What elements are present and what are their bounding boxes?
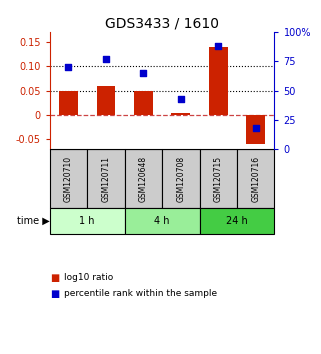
FancyBboxPatch shape [50,149,87,208]
Text: ■: ■ [50,273,59,283]
FancyBboxPatch shape [200,208,274,234]
Point [103,56,108,62]
Bar [97,86,115,115]
Text: GSM120710: GSM120710 [64,155,73,202]
Bar [209,46,228,115]
Bar [59,91,78,115]
Text: GSM120711: GSM120711 [101,156,110,202]
Bar [247,115,265,144]
Point [216,43,221,49]
FancyBboxPatch shape [50,208,125,234]
Text: 24 h: 24 h [226,216,248,226]
FancyBboxPatch shape [162,149,200,208]
FancyBboxPatch shape [125,208,200,234]
Text: GSM120648: GSM120648 [139,155,148,202]
Bar [134,91,153,115]
Bar [171,113,190,115]
Text: percentile rank within the sample: percentile rank within the sample [64,289,217,298]
Point [66,64,71,70]
FancyBboxPatch shape [125,149,162,208]
Text: 4 h: 4 h [154,216,170,226]
Point [178,96,183,102]
Title: GDS3433 / 1610: GDS3433 / 1610 [105,17,219,31]
Text: GSM120708: GSM120708 [176,155,185,202]
Text: time ▶: time ▶ [17,216,50,226]
Text: ■: ■ [50,289,59,299]
FancyBboxPatch shape [87,149,125,208]
Text: 1 h: 1 h [80,216,95,226]
Text: log10 ratio: log10 ratio [64,273,113,282]
FancyBboxPatch shape [200,149,237,208]
Point [141,70,146,76]
FancyBboxPatch shape [237,149,274,208]
Text: GSM120716: GSM120716 [251,155,260,202]
Point [253,125,258,131]
Text: GSM120715: GSM120715 [214,155,223,202]
